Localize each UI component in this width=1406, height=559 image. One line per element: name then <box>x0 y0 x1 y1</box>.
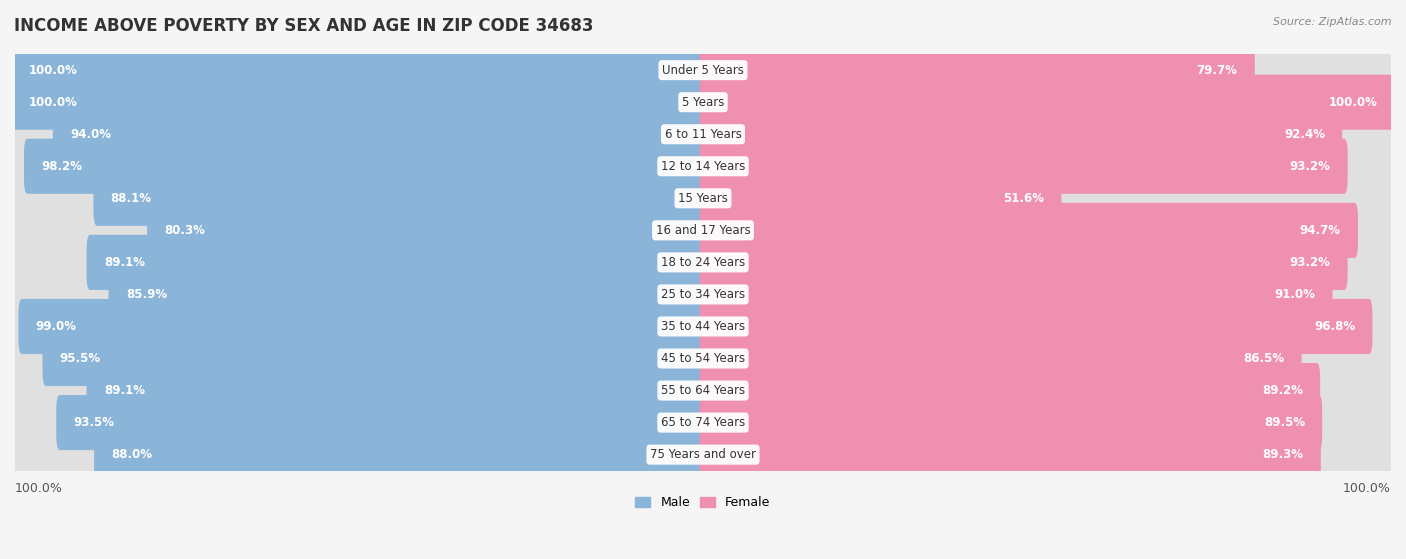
FancyBboxPatch shape <box>11 107 1395 162</box>
FancyBboxPatch shape <box>700 363 1320 418</box>
FancyBboxPatch shape <box>53 107 706 162</box>
Text: 75 Years and over: 75 Years and over <box>650 448 756 461</box>
Text: 98.2%: 98.2% <box>41 160 82 173</box>
FancyBboxPatch shape <box>11 395 1395 450</box>
Text: 6 to 11 Years: 6 to 11 Years <box>665 127 741 141</box>
Text: 51.6%: 51.6% <box>1004 192 1045 205</box>
Text: 88.0%: 88.0% <box>111 448 152 461</box>
FancyBboxPatch shape <box>94 427 706 482</box>
FancyBboxPatch shape <box>700 42 1254 98</box>
Text: 92.4%: 92.4% <box>1284 127 1324 141</box>
FancyBboxPatch shape <box>24 139 706 194</box>
FancyBboxPatch shape <box>700 267 1333 322</box>
Text: 94.0%: 94.0% <box>70 127 111 141</box>
Text: 85.9%: 85.9% <box>125 288 167 301</box>
Text: 100.0%: 100.0% <box>1329 96 1378 108</box>
FancyBboxPatch shape <box>700 203 1358 258</box>
FancyBboxPatch shape <box>11 267 1395 322</box>
FancyBboxPatch shape <box>700 107 1343 162</box>
Legend: Male, Female: Male, Female <box>630 491 776 514</box>
FancyBboxPatch shape <box>56 395 706 450</box>
FancyBboxPatch shape <box>700 299 1372 354</box>
Text: 99.0%: 99.0% <box>35 320 77 333</box>
Text: 89.3%: 89.3% <box>1263 448 1303 461</box>
FancyBboxPatch shape <box>11 427 1395 482</box>
Text: 65 to 74 Years: 65 to 74 Years <box>661 416 745 429</box>
Text: INCOME ABOVE POVERTY BY SEX AND AGE IN ZIP CODE 34683: INCOME ABOVE POVERTY BY SEX AND AGE IN Z… <box>14 17 593 35</box>
Text: 79.7%: 79.7% <box>1197 64 1237 77</box>
FancyBboxPatch shape <box>11 42 706 98</box>
FancyBboxPatch shape <box>700 75 1395 130</box>
Text: 55 to 64 Years: 55 to 64 Years <box>661 384 745 397</box>
Text: 89.2%: 89.2% <box>1263 384 1303 397</box>
Text: 100.0%: 100.0% <box>28 64 77 77</box>
Text: 15 Years: 15 Years <box>678 192 728 205</box>
Text: 100.0%: 100.0% <box>15 482 63 495</box>
FancyBboxPatch shape <box>11 299 1395 354</box>
Text: 89.5%: 89.5% <box>1264 416 1305 429</box>
Text: 5 Years: 5 Years <box>682 96 724 108</box>
Text: 25 to 34 Years: 25 to 34 Years <box>661 288 745 301</box>
Text: 88.1%: 88.1% <box>111 192 152 205</box>
FancyBboxPatch shape <box>11 170 1395 226</box>
FancyBboxPatch shape <box>42 331 706 386</box>
FancyBboxPatch shape <box>108 267 706 322</box>
Text: 100.0%: 100.0% <box>1343 482 1391 495</box>
Text: 91.0%: 91.0% <box>1274 288 1316 301</box>
Text: 89.1%: 89.1% <box>104 256 145 269</box>
FancyBboxPatch shape <box>700 139 1348 194</box>
Text: 18 to 24 Years: 18 to 24 Years <box>661 256 745 269</box>
Text: 93.2%: 93.2% <box>1289 256 1330 269</box>
FancyBboxPatch shape <box>700 170 1062 226</box>
FancyBboxPatch shape <box>11 75 706 130</box>
FancyBboxPatch shape <box>11 139 1395 194</box>
Text: 89.1%: 89.1% <box>104 384 145 397</box>
Text: 86.5%: 86.5% <box>1243 352 1284 365</box>
Text: 80.3%: 80.3% <box>165 224 205 237</box>
Text: 95.5%: 95.5% <box>59 352 101 365</box>
Text: 93.2%: 93.2% <box>1289 160 1330 173</box>
Text: Source: ZipAtlas.com: Source: ZipAtlas.com <box>1274 17 1392 27</box>
Text: 45 to 54 Years: 45 to 54 Years <box>661 352 745 365</box>
FancyBboxPatch shape <box>93 170 706 226</box>
Text: 35 to 44 Years: 35 to 44 Years <box>661 320 745 333</box>
Text: 16 and 17 Years: 16 and 17 Years <box>655 224 751 237</box>
Text: 100.0%: 100.0% <box>28 96 77 108</box>
FancyBboxPatch shape <box>11 235 1395 290</box>
Text: 94.7%: 94.7% <box>1299 224 1341 237</box>
FancyBboxPatch shape <box>87 363 706 418</box>
FancyBboxPatch shape <box>700 331 1302 386</box>
FancyBboxPatch shape <box>11 331 1395 386</box>
Text: 93.5%: 93.5% <box>73 416 114 429</box>
FancyBboxPatch shape <box>87 235 706 290</box>
FancyBboxPatch shape <box>700 427 1320 482</box>
FancyBboxPatch shape <box>148 203 706 258</box>
FancyBboxPatch shape <box>18 299 706 354</box>
FancyBboxPatch shape <box>11 75 1395 130</box>
FancyBboxPatch shape <box>11 363 1395 418</box>
Text: 96.8%: 96.8% <box>1315 320 1355 333</box>
FancyBboxPatch shape <box>11 42 1395 98</box>
FancyBboxPatch shape <box>700 395 1322 450</box>
FancyBboxPatch shape <box>11 203 1395 258</box>
FancyBboxPatch shape <box>700 235 1348 290</box>
Text: Under 5 Years: Under 5 Years <box>662 64 744 77</box>
Text: 12 to 14 Years: 12 to 14 Years <box>661 160 745 173</box>
